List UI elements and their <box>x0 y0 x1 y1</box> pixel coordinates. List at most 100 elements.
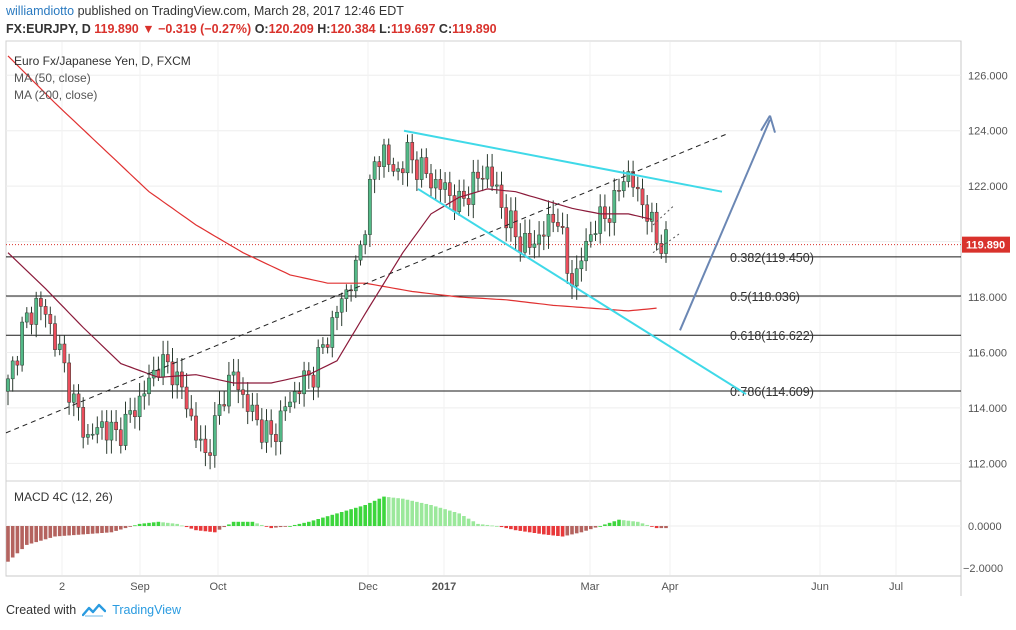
macd-bar <box>95 526 100 534</box>
candle-body <box>509 210 513 229</box>
quote-line: FX:EURJPY, D 119.890 ▼ −0.319 (−0.27%) O… <box>6 20 497 38</box>
candle-body <box>67 362 71 403</box>
dashed-trendline <box>5 133 729 434</box>
forecast-arrow-head-icon <box>760 115 776 133</box>
macd-bar <box>344 510 349 526</box>
low-label: L: <box>379 22 391 36</box>
macd-bar <box>377 498 382 526</box>
macd-bar <box>438 507 443 526</box>
candle-body <box>321 344 325 348</box>
macd-bar <box>137 523 142 526</box>
macd-bar <box>523 526 527 532</box>
price-tick-label: 114.000 <box>968 403 1007 415</box>
macd-bar <box>476 523 480 526</box>
macd-bar <box>307 521 311 526</box>
macd-bar <box>264 526 269 527</box>
macd-bar <box>546 526 551 535</box>
candle-body <box>24 312 29 323</box>
macd-bar <box>175 523 179 526</box>
macd-bar <box>53 526 57 537</box>
candle-body <box>588 234 593 242</box>
candle-body <box>297 391 302 395</box>
macd-bar <box>180 525 184 527</box>
candle-body <box>29 312 34 325</box>
ma50-line <box>7 188 653 384</box>
candle-body <box>518 236 523 253</box>
macd-bar <box>626 520 631 526</box>
macd-bar <box>297 523 302 526</box>
macd-bar <box>339 512 344 526</box>
macd-bar <box>283 526 288 527</box>
macd-bar <box>565 526 570 536</box>
macd-bar <box>429 505 433 526</box>
candle-body <box>100 421 104 428</box>
macd-bar <box>419 502 424 526</box>
candle-body <box>546 213 551 237</box>
candle-body <box>405 142 410 174</box>
created-with-text: Created with <box>6 603 77 617</box>
macd-bar <box>6 526 10 562</box>
chart-title: Euro Fx/Japanese Yen, D, FXCM <box>14 54 191 68</box>
candle-body <box>6 378 10 392</box>
candle-body <box>490 166 494 187</box>
macd-bar <box>72 526 76 536</box>
macd-bar <box>325 516 330 526</box>
candle-body <box>635 186 640 190</box>
price-tick-label: 122.000 <box>968 181 1008 193</box>
author-link[interactable]: williamdiotto <box>6 4 75 18</box>
macd-bar <box>457 513 461 526</box>
candle-body <box>231 371 236 376</box>
macd-bar <box>617 519 621 526</box>
candle-body <box>330 317 335 348</box>
macd-bar <box>396 498 400 526</box>
macd-bar <box>292 524 297 526</box>
fib-level-label: 0.618(116.622) <box>730 329 814 343</box>
candle-body <box>236 371 241 391</box>
macd-bar <box>274 526 278 528</box>
macd-bar <box>123 526 128 529</box>
fib-level-label: 0.5(118.036) <box>730 290 800 304</box>
candle-body <box>424 157 429 174</box>
macd-bar <box>39 526 43 541</box>
candle-body <box>476 171 480 179</box>
candle-body <box>358 244 363 261</box>
macd-bar <box>203 526 208 532</box>
macd-bar <box>621 520 626 526</box>
candle-body <box>551 213 556 223</box>
time-tick-label: 2017 <box>432 581 456 593</box>
price-tick-label: 118.000 <box>968 292 1007 304</box>
tradingview-link[interactable]: TradingView <box>112 603 181 617</box>
candle-body <box>499 184 504 208</box>
candle-body <box>485 166 490 180</box>
macd-bar <box>466 518 471 526</box>
macd-bar <box>542 526 546 535</box>
macd-bar <box>443 509 447 526</box>
candle-body <box>429 173 433 189</box>
macd-bar <box>598 526 602 527</box>
candle-body <box>494 184 499 187</box>
macd-bar <box>288 526 292 527</box>
candle-body <box>39 298 43 307</box>
candle-body <box>410 142 415 161</box>
macd-bar <box>607 522 612 526</box>
macd-bar <box>81 526 85 535</box>
macd-bar <box>415 501 419 526</box>
candle-body <box>147 377 151 395</box>
candle-body <box>325 344 330 348</box>
macd-bar <box>471 521 476 526</box>
macd-bar <box>386 497 391 526</box>
macd-bar <box>133 525 137 527</box>
macd-bar <box>579 526 584 533</box>
candle-body <box>452 195 457 212</box>
candle-body <box>194 415 198 441</box>
macd-bar <box>410 500 414 526</box>
candle-body <box>123 413 128 446</box>
time-tick-label: Mar <box>581 581 600 593</box>
macd-bar <box>335 513 339 526</box>
candle-body <box>640 188 645 206</box>
last-price-badge <box>962 236 1010 253</box>
candle-body <box>537 234 541 245</box>
macd-bar <box>29 526 34 544</box>
candle-body <box>302 370 306 395</box>
